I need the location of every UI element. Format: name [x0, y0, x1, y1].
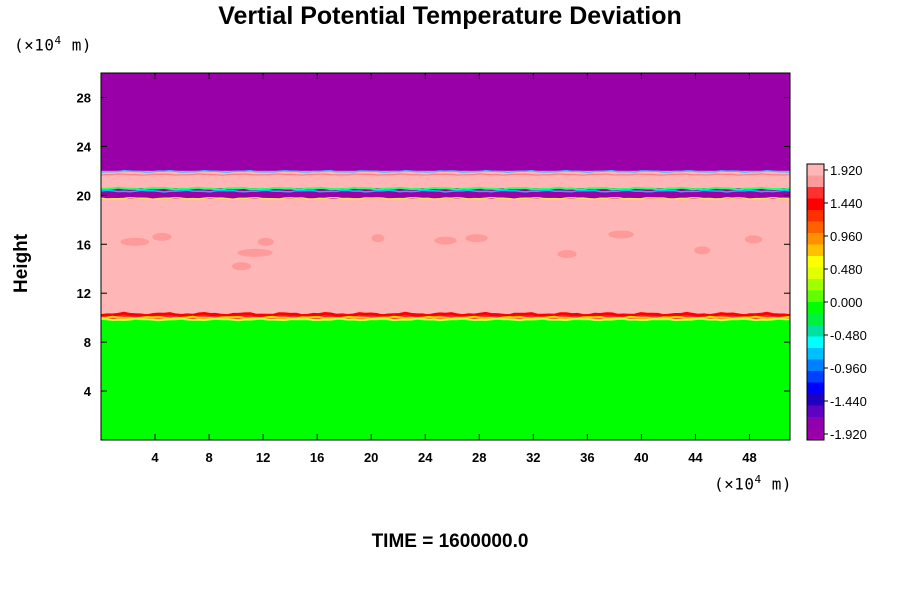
x-axis-unit: (×104 m): [714, 473, 792, 493]
colorbar-label: 0.480: [830, 262, 863, 277]
x-unit-prefix: (×10: [714, 474, 755, 494]
y-unit-suffix: m): [61, 35, 93, 55]
plot-detail: [100, 169, 791, 322]
x-tick-label: 4: [151, 450, 159, 465]
x-tick-label: 28: [472, 450, 486, 465]
heatmap-band-0: [101, 318, 790, 440]
colorbar-swatch: [807, 244, 824, 257]
green-upper-line: [100, 186, 791, 191]
y-axis: 4 8 12 16 20 24 28: [77, 90, 790, 399]
x-axis: 4 8 12 16 20 24 28 32 36 40 44 48: [151, 73, 757, 465]
colorbar-swatch: [807, 164, 824, 176]
colorbar-swatch: [807, 302, 824, 314]
x-tick-label: 48: [742, 450, 756, 465]
anomaly-patch-6: [465, 234, 488, 243]
heatmap-band-2: [101, 199, 790, 314]
colorbar-swatch: [807, 233, 824, 245]
colorbar-swatch: [807, 405, 824, 418]
heatmap-band-5: [101, 73, 790, 171]
colorbar-swatch: [807, 348, 824, 360]
anomaly-patch-1: [152, 232, 172, 241]
colorbar-swatch: [807, 371, 824, 383]
y-tick-label: 4: [84, 384, 92, 399]
y-tick-label: 28: [77, 90, 91, 105]
x-unit-suffix: m): [761, 474, 793, 494]
x-tick-label: 24: [418, 450, 433, 465]
anomaly-patch-2: [237, 248, 273, 257]
x-tick-label: 16: [310, 450, 324, 465]
anomaly-patch-10: [744, 235, 763, 244]
y-unit-exponent: 4: [54, 34, 62, 47]
colorbar-swatch: [807, 267, 824, 280]
colorbar-swatch: [807, 210, 824, 222]
anomaly-patch-11: [371, 234, 385, 243]
y-tick-label: 24: [77, 139, 92, 154]
colorbar-label: -0.480: [830, 328, 867, 343]
anomaly-patch-7: [557, 250, 577, 259]
colorbar-swatch: [807, 290, 824, 303]
x-tick-label: 44: [688, 450, 703, 465]
x-tick-label: 8: [205, 450, 212, 465]
anomaly-patch-0: [120, 237, 150, 246]
colorbar-label: 0.000: [830, 295, 863, 310]
x-tick-label: 40: [634, 450, 648, 465]
yellow-upper-line: [100, 196, 791, 200]
heatmap-band-1: [101, 313, 790, 319]
y-tick-label: 16: [77, 237, 91, 252]
lime-transition-line: [100, 317, 791, 322]
pink-top-line: [100, 173, 791, 176]
heatmap-band-4: [101, 170, 790, 188]
colorbar-swatch: [807, 221, 824, 234]
colorbar-label: -0.960: [830, 361, 867, 376]
colorbar-label: -1.920: [830, 427, 867, 442]
cyan-upper-line: [100, 189, 791, 193]
anomaly-patch-4: [257, 237, 274, 246]
colorbar-swatch: [807, 394, 824, 406]
plot-area: [101, 73, 790, 440]
colorbar-swatch: [807, 187, 824, 199]
heatmap-band-3: [101, 187, 790, 200]
x-tick-label: 12: [256, 450, 270, 465]
x-unit-exponent: 4: [754, 473, 762, 486]
colorbar-swatch: [807, 382, 824, 395]
anomaly-patch-8: [608, 230, 634, 239]
colorbar-swatch: [807, 313, 824, 326]
x-tick-label: 32: [526, 450, 540, 465]
colorbar-label: 1.440: [830, 196, 863, 211]
colorbar-swatch: [807, 175, 824, 188]
colorbar-swatch: [807, 417, 824, 429]
colorbar-swatch: [807, 428, 824, 441]
y-tick-label: 8: [84, 335, 91, 350]
colorbar-swatch: [807, 336, 824, 349]
colorbar: 1.920 1.440 0.960 0.480 0.000 -0.480 -0.960 -1.…: [806, 163, 867, 442]
chart-title: Vertial Potential Temperature Deviation: [218, 2, 682, 30]
x-tick-label: 36: [580, 450, 594, 465]
red-transition-line: [100, 311, 791, 318]
y-tick-label: 12: [77, 286, 91, 301]
plot-frame: [100, 72, 791, 441]
y-unit-prefix: (×10: [14, 35, 55, 55]
blue-top-line: [100, 169, 791, 174]
colorbar-label: 0.960: [830, 229, 863, 244]
colorbar-swatch: [807, 198, 824, 211]
colorbar-swatch: [807, 256, 824, 268]
anomaly-patch-3: [231, 262, 252, 271]
colorbar-swatch: [807, 359, 824, 372]
colorbar-label: -1.440: [830, 394, 867, 409]
time-footer: TIME = 1600000.0: [371, 531, 529, 552]
y-tick-label: 20: [77, 188, 91, 203]
colorbar-label: 1.920: [830, 163, 863, 178]
y-axis-unit: (×104 m): [14, 34, 92, 54]
anomaly-patch-5: [434, 236, 457, 245]
colorbar-swatch: [807, 279, 824, 291]
colorbar-swatch: [807, 325, 824, 337]
x-tick-label: 20: [364, 450, 378, 465]
anomaly-patch-9: [694, 246, 711, 255]
